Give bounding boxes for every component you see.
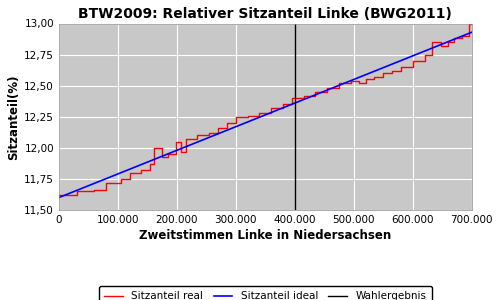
X-axis label: Zweitstimmen Linke in Niedersachsen: Zweitstimmen Linke in Niedersachsen <box>139 229 392 242</box>
Sitzanteil real <box>410 59 416 63</box>
Sitzanteil real <box>469 22 475 25</box>
Title: BTW2009: Relativer Sitzanteil Linke (BWG2011): BTW2009: Relativer Sitzanteil Linke (BWG… <box>78 7 452 21</box>
Sitzanteil real <box>148 162 154 166</box>
Sitzanteil real <box>280 106 286 110</box>
Y-axis label: Sitzanteil(%): Sitzanteil(%) <box>7 74 20 160</box>
Sitzanteil real <box>56 193 62 197</box>
Line: Sitzanteil real: Sitzanteil real <box>59 23 472 195</box>
Sitzanteil real <box>165 155 171 158</box>
Sitzanteil real <box>466 22 472 25</box>
Legend: Sitzanteil real, Sitzanteil ideal, Wahlergebnis: Sitzanteil real, Sitzanteil ideal, Wahle… <box>99 286 432 300</box>
Sitzanteil real <box>233 115 239 119</box>
Sitzanteil real <box>182 150 188 153</box>
